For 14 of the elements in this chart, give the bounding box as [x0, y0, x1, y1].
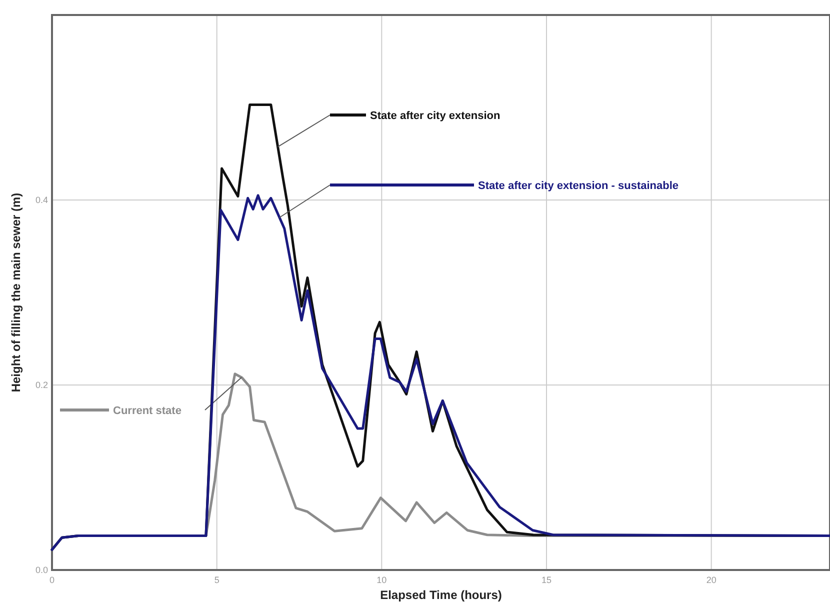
x-tick-label: 20 [706, 575, 716, 585]
x-tick-label: 10 [376, 575, 387, 585]
line-series [50, 194, 830, 551]
y-tick-label: 0.4 [35, 195, 48, 205]
text: State after city extension - sustainable [478, 180, 679, 192]
legend-label: Current state [113, 405, 182, 417]
legend-label: State after city extension [370, 110, 500, 122]
y-axis-title: Height of filling the main sewer (m) [9, 192, 23, 392]
x-tick-label: 0 [49, 575, 55, 585]
x-axis-title: Elapsed Time (hours) [380, 588, 502, 602]
y-tick-label: 0.0 [35, 565, 48, 575]
y-tick-label: 0.2 [35, 380, 48, 390]
x-tick-label: 15 [541, 575, 552, 585]
x-tick-label: 5 [214, 575, 220, 585]
